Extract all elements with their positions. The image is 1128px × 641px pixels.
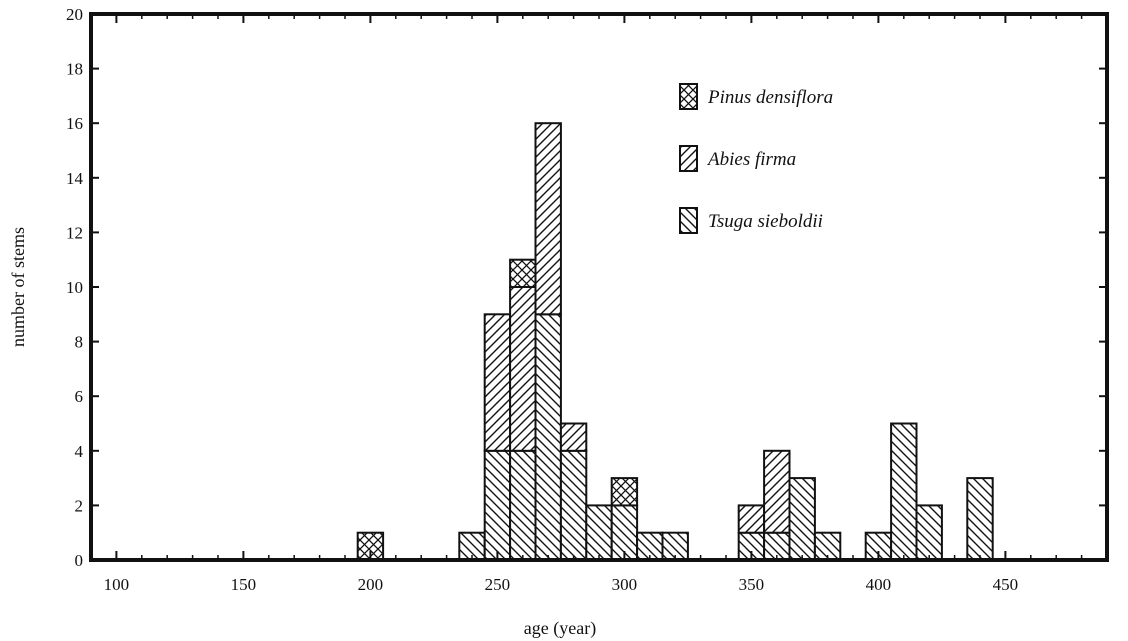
x-tick-label-350: 350: [739, 575, 765, 594]
x-tick-label-450: 450: [993, 575, 1019, 594]
bar-tsuga-sieboldii-280: [559, 449, 588, 561]
y-tick-label-8: 8: [75, 333, 84, 352]
legend-swatch-tsuga: [679, 207, 698, 234]
legend-item-abies: Abies firma: [679, 145, 796, 172]
bar-abies-firma-260: [509, 286, 537, 452]
legend-label-abies: Abies firma: [706, 149, 796, 170]
legend-label-pinus: Pinus densiflora: [707, 87, 833, 108]
y-tick-label-6: 6: [75, 387, 84, 406]
x-tick-label-400: 400: [866, 575, 892, 594]
bar-tsuga-sieboldii-260: [509, 449, 537, 561]
legend-label-tsuga: Tsuga sieboldii: [708, 211, 823, 232]
y-tick-label-16: 16: [66, 114, 83, 133]
y-tick-label-20: 20: [66, 5, 83, 24]
legend-item-pinus: Pinus densiflora: [679, 83, 833, 110]
y-tick-label-10: 10: [66, 278, 83, 297]
bars-layer: [356, 122, 994, 562]
x-tick-label-100: 100: [104, 575, 130, 594]
bar-tsuga-sieboldii-290: [585, 504, 613, 561]
bar-tsuga-sieboldii-410: [890, 422, 918, 561]
bar-tsuga-sieboldii-270: [534, 313, 562, 561]
y-tick-label-18: 18: [66, 60, 83, 79]
bar-tsuga-sieboldii-370: [788, 477, 816, 562]
y-tick-label-0: 0: [75, 551, 84, 570]
bar-abies-firma-250: [483, 313, 512, 452]
bar-pinus-densiflora-260: [509, 258, 537, 289]
x-tick-label-150: 150: [231, 575, 257, 594]
legend-swatch-pinus: [679, 83, 698, 110]
x-tick-label-250: 250: [485, 575, 511, 594]
bar-tsuga-sieboldii-420: [915, 504, 943, 561]
y-tick-label-14: 14: [66, 169, 84, 188]
bar-tsuga-sieboldii-440: [966, 477, 994, 562]
bar-pinus-densiflora-300: [610, 477, 639, 507]
y-axis-title: number of stems: [8, 227, 28, 347]
bar-abies-firma-360: [763, 449, 791, 534]
legend: Pinus densiflora Abies firma Tsuga siebo…: [679, 83, 833, 234]
x-tick-label-200: 200: [358, 575, 384, 594]
bar-abies-firma-270: [534, 122, 562, 316]
bar-tsuga-sieboldii-250: [483, 449, 512, 561]
y-tick-label-2: 2: [75, 496, 84, 515]
y-tick-label-12: 12: [66, 223, 83, 242]
y-tick-label-4: 4: [75, 442, 84, 461]
legend-swatch-abies: [679, 145, 698, 172]
legend-item-tsuga: Tsuga sieboldii: [679, 207, 823, 234]
plot-frame: [89, 12, 1109, 562]
x-axis-title: age (year): [524, 618, 596, 639]
bar-abies-firma-280: [559, 422, 588, 452]
x-tick-label-300: 300: [612, 575, 638, 594]
bar-abies-firma-350: [737, 504, 766, 534]
